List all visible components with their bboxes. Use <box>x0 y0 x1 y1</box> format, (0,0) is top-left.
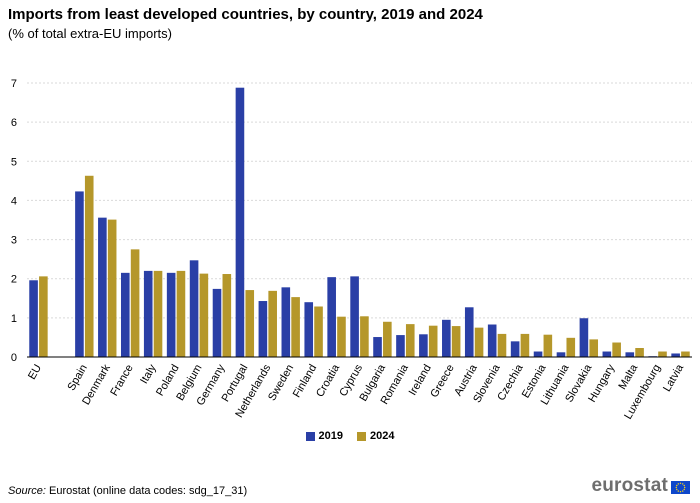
bar-2019-netherlands <box>258 301 268 357</box>
bar-2019-portugal <box>235 87 245 357</box>
x-tick-label-spain: Spain <box>65 363 89 393</box>
bar-2024-portugal <box>245 290 255 357</box>
bar-2019-czechia <box>510 341 520 357</box>
bar-2024-czechia <box>520 333 530 357</box>
bar-2019-lithuania <box>556 352 566 357</box>
bar-2019-france <box>120 272 130 357</box>
bar-2024-slovenia <box>497 333 507 357</box>
bar-2024-bulgaria <box>383 321 392 357</box>
bar-2019-estonia <box>533 351 543 357</box>
x-tick-label-latvia: Latvia <box>661 362 687 394</box>
source-label: Source: <box>8 485 46 497</box>
eu-flag-icon <box>671 480 690 494</box>
bar-2019-eu <box>29 280 38 357</box>
bar-2024-austria <box>474 327 484 357</box>
bar-2024-denmark <box>107 219 117 357</box>
bar-2019-hungary <box>602 351 612 357</box>
bar-2024-finland <box>314 306 323 357</box>
y-tick-label-3: 3 <box>11 235 17 247</box>
bar-2019-austria <box>464 307 474 357</box>
bar-2019-latvia <box>671 353 680 357</box>
bar-2024-france <box>130 249 140 357</box>
bar-2024-eu <box>39 276 48 357</box>
legend-label-2024: 2024 <box>370 430 395 442</box>
bar-2019-slovenia <box>487 324 497 357</box>
bar-2019-slovakia <box>579 318 589 357</box>
x-tick-label-eu: EU <box>26 362 44 381</box>
bar-2024-greece <box>451 326 461 357</box>
bar-2024-latvia <box>681 351 690 357</box>
bar-2019-ireland <box>419 334 428 357</box>
bar-2019-croatia <box>327 277 336 357</box>
x-tick-label-france: France <box>108 363 136 399</box>
bar-2019-italy <box>143 270 153 357</box>
bar-2024-luxembourg <box>658 351 667 357</box>
logo-text: eurostat <box>591 475 668 496</box>
bar-2024-romania <box>405 324 415 357</box>
source-note: Source: Eurostat (online data codes: sdg… <box>8 485 247 497</box>
bar-2024-ireland <box>428 325 438 357</box>
bar-2024-germany <box>222 274 232 357</box>
source-text: Eurostat (online data codes: sdg_17_31) <box>48 485 248 497</box>
y-tick-label-4: 4 <box>11 195 17 207</box>
bar-2024-croatia <box>337 316 346 357</box>
bar-2019-romania <box>396 335 405 357</box>
bar-2019-cyprus <box>350 276 359 357</box>
legend-swatch-2019 <box>305 431 315 441</box>
bar-2024-cyprus <box>360 316 369 357</box>
bar-2019-denmark <box>98 217 107 357</box>
y-tick-label-7: 7 <box>11 78 17 90</box>
bar-2024-malta <box>635 347 644 357</box>
bar-2024-netherlands <box>268 290 277 357</box>
bar-2019-sweden <box>281 287 291 357</box>
legend-item-2024: 2024 <box>357 430 394 442</box>
eurostat-logo: eurostat <box>591 475 690 497</box>
bar-2019-germany <box>212 288 222 357</box>
chart-subtitle: (% of total extra-EU imports) <box>8 26 172 41</box>
chart-title: Imports from least developed countries, … <box>8 6 483 23</box>
bar-2019-belgium <box>189 260 199 357</box>
bar-2019-poland <box>166 272 176 357</box>
legend: 2019 2024 <box>0 430 700 442</box>
bar-2019-malta <box>625 352 635 357</box>
bar-2019-finland <box>304 302 314 357</box>
x-tick-label-malta: Malta <box>616 362 640 392</box>
bar-2019-bulgaria <box>373 337 382 357</box>
bar-2024-belgium <box>199 273 209 357</box>
bar-2019-greece <box>442 319 451 357</box>
y-tick-label-6: 6 <box>11 117 17 129</box>
legend-label-2019: 2019 <box>318 430 343 442</box>
y-tick-label-5: 5 <box>11 156 17 168</box>
bar-2024-italy <box>153 270 163 357</box>
bar-2024-lithuania <box>566 337 576 357</box>
bar-2024-spain <box>84 175 94 357</box>
bar-2024-hungary <box>612 342 621 357</box>
y-tick-label-2: 2 <box>11 274 17 286</box>
legend-item-2019: 2019 <box>305 430 343 442</box>
bar-2024-estonia <box>543 334 553 357</box>
bar-2019-spain <box>75 191 84 357</box>
bar-2024-slovakia <box>589 339 599 357</box>
legend-swatch-2024 <box>357 431 366 441</box>
x-tick-label-italy: Italy <box>138 362 159 386</box>
bar-2024-poland <box>176 270 186 357</box>
y-tick-label-0: 0 <box>11 352 17 364</box>
bar-2024-sweden <box>291 297 300 357</box>
y-tick-label-1: 1 <box>11 313 17 325</box>
